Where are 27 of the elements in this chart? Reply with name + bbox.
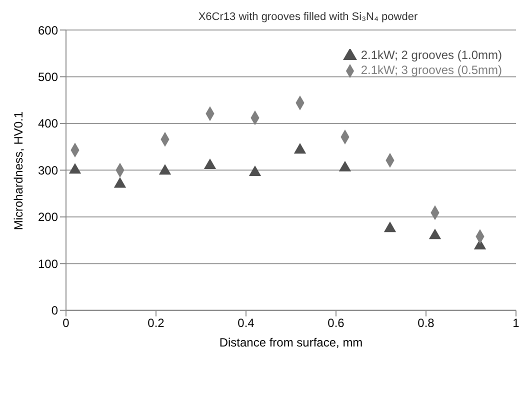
point [428,228,442,240]
point [294,143,306,154]
chart-title: X6Cr13 with grooves filled with Si₃N₄ powder [198,11,418,23]
point [384,222,396,232]
x-tick-label: 0.6 [328,316,345,330]
y-tick-label: 0 [51,304,58,318]
point [248,165,262,176]
legend-label: 2.1kW; 3 grooves (0.5mm) [360,62,502,77]
point [204,158,216,170]
y-tick-label: 500 [38,70,58,84]
x-tick-label: 0.2 [148,316,165,330]
y-axis-title: Microhardness, HV0.1 [11,111,26,230]
x-tick-label: 0.8 [418,316,435,330]
x-tick-label: 0 [62,316,70,330]
legend-label: 2.1kW; 2 grooves (1.0mm) [360,48,502,62]
point [114,177,126,188]
y-tick-label: 200 [38,210,58,224]
point [158,164,172,175]
x-tick-label: 1 [512,316,520,330]
y-tick-label: 300 [38,163,58,178]
point [338,160,352,172]
x-tick-label: 0.4 [238,316,255,330]
x-axis-title: Distance from surface, mm [219,335,363,350]
y-tick-label: 400 [38,116,58,131]
point [68,163,82,174]
y-tick-label: 600 [38,23,58,38]
y-tick-label: 100 [38,256,58,271]
